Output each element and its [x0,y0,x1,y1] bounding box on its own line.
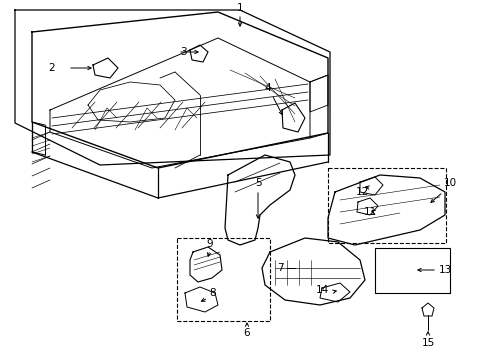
Text: 4: 4 [265,83,271,93]
Text: 10: 10 [443,178,457,188]
Text: 15: 15 [421,338,435,348]
Text: 11: 11 [364,207,377,217]
Bar [177,238,270,321]
Text: 14: 14 [316,285,329,295]
Text: 6: 6 [244,328,250,338]
Text: 8: 8 [210,288,216,298]
Bar [328,168,446,243]
Text: 13: 13 [439,265,452,275]
Text: 2: 2 [49,63,55,73]
Text: 12: 12 [355,187,368,197]
Text: 3: 3 [180,47,186,57]
Text: 9: 9 [207,239,213,249]
Bar [375,248,450,293]
Text: 5: 5 [255,178,261,188]
Text: 7: 7 [277,263,283,273]
Text: 1: 1 [237,3,244,13]
